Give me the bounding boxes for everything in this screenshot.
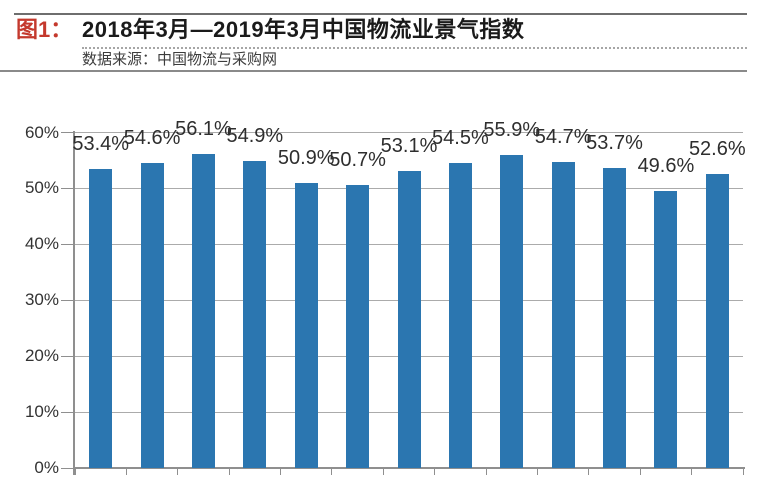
- y-axis-tick: [61, 243, 75, 245]
- y-axis-tick-label: 50%: [24, 178, 59, 198]
- y-axis-tick: [61, 187, 75, 189]
- bar: [603, 167, 627, 468]
- y-axis-tick: [61, 411, 75, 413]
- bar-value-label: 50.9%: [277, 147, 335, 170]
- y-axis-tick-label: 40%: [24, 234, 59, 254]
- bar-value-label: 50.7%: [329, 148, 386, 171]
- y-axis-tick: [61, 299, 75, 301]
- bar-value-label: 49.6%: [637, 154, 695, 177]
- bar: [705, 173, 729, 468]
- bar-value-label: 52.6%: [688, 137, 746, 160]
- bar: [243, 161, 267, 468]
- x-axis-tick: [331, 468, 333, 475]
- x-axis-tick: [536, 468, 538, 475]
- bar: [294, 183, 318, 468]
- bar: [346, 184, 370, 468]
- x-axis-tick: [280, 468, 282, 475]
- bar-value-label: 55.9%: [483, 119, 541, 142]
- y-axis-tick-label: 10%: [24, 402, 59, 422]
- header-bottom-rule: [0, 70, 747, 72]
- x-axis-tick: [177, 468, 179, 475]
- y-axis-tick-label: 60%: [24, 122, 59, 142]
- header-dotted-rule: [82, 47, 747, 49]
- bar-value-label: 53.1%: [380, 135, 438, 158]
- x-axis-tick: [228, 468, 230, 475]
- x-axis-tick: [125, 468, 127, 475]
- y-axis-tick-label: 30%: [24, 290, 59, 310]
- bar-value-label: 54.6%: [123, 126, 181, 149]
- x-axis-tick: [74, 468, 76, 475]
- bar: [140, 162, 164, 468]
- bar: [397, 171, 421, 468]
- figure-label: 图1：: [16, 17, 73, 42]
- y-axis-tick: [61, 355, 75, 357]
- x-axis-tick: [485, 468, 487, 475]
- bar-value-label: 53.4%: [72, 133, 130, 156]
- y-axis-tick-label: 0%: [34, 458, 59, 477]
- gridline: [75, 132, 743, 133]
- bar: [448, 163, 472, 468]
- bar: [191, 154, 215, 468]
- bar: [500, 155, 524, 468]
- figure-source: 数据来源：中国物流与采购网: [82, 51, 278, 68]
- header-top-rule: [14, 13, 747, 15]
- figure-title: 2018年3月—2019年3月中国物流业景气指数: [82, 17, 525, 42]
- bar-value-label: 53.7%: [586, 131, 643, 154]
- bar-value-label: 54.7%: [534, 126, 592, 149]
- x-axis-tick: [691, 468, 693, 475]
- bar: [654, 190, 678, 468]
- x-axis-tick: [742, 468, 744, 475]
- bar-value-label: 54.5%: [432, 127, 489, 150]
- y-axis-tick-label: 20%: [24, 346, 59, 366]
- x-axis-tick: [382, 468, 384, 475]
- x-axis-tick: [639, 468, 641, 475]
- y-axis-tick: [61, 467, 75, 469]
- y-axis-line: [73, 130, 75, 475]
- bar-value-label: 56.1%: [175, 118, 232, 141]
- x-axis-tick: [588, 468, 590, 475]
- y-axis-tick: [61, 132, 75, 133]
- bar-value-label: 54.9%: [226, 125, 284, 148]
- x-axis-tick: [434, 468, 436, 475]
- bar: [89, 169, 113, 468]
- bar: [551, 162, 575, 468]
